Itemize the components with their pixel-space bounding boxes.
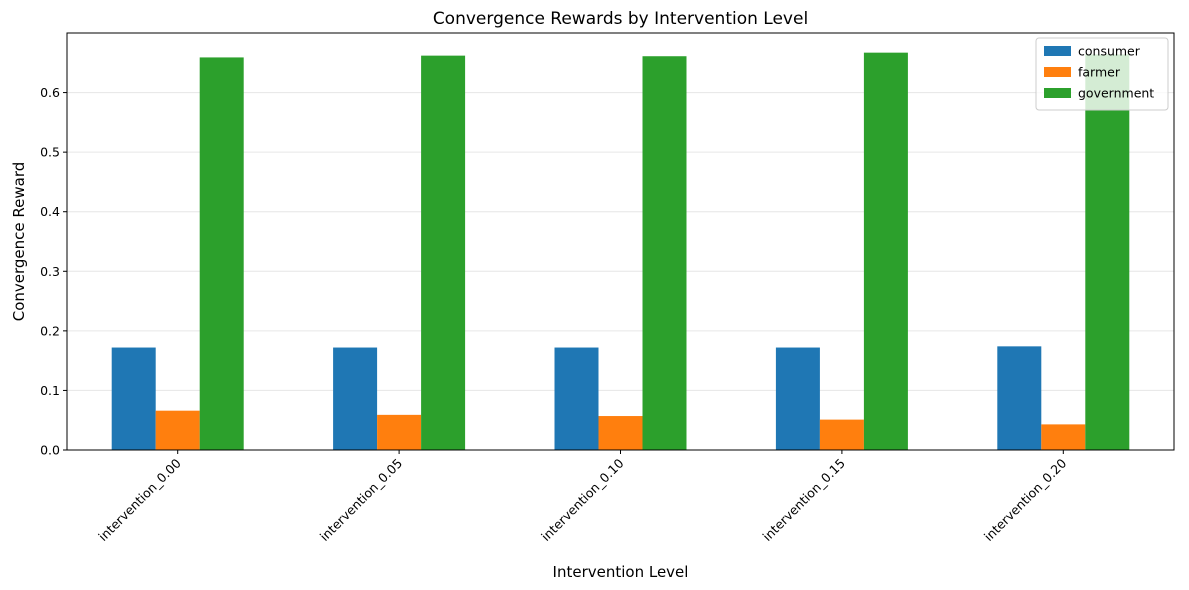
y-tick-label: 0.6 xyxy=(40,85,60,100)
y-tick-label: 0.5 xyxy=(40,145,60,160)
bar-government-intervention_0.20 xyxy=(1085,54,1130,451)
bars xyxy=(111,52,1130,451)
bar-consumer-intervention_0.10 xyxy=(554,347,599,450)
y-axis-label: Convergence Reward xyxy=(10,162,28,322)
bar-government-intervention_0.15 xyxy=(863,52,908,451)
legend-swatch-farmer xyxy=(1044,67,1071,77)
legend-swatch-consumer xyxy=(1044,46,1071,56)
bar-government-intervention_0.10 xyxy=(642,56,687,451)
y-axis-ticks: 0.0 0.1 0.2 0.3 0.4 0.5 0.6 xyxy=(40,85,67,458)
bar-farmer-intervention_0.05 xyxy=(377,414,422,450)
legend-label-government: government xyxy=(1078,86,1154,101)
grid-lines xyxy=(67,92,1174,451)
bar-farmer-intervention_0.00 xyxy=(155,410,200,450)
bar-consumer-intervention_0.00 xyxy=(111,347,156,450)
bar-consumer-intervention_0.05 xyxy=(333,347,378,450)
y-tick-label: 0.2 xyxy=(40,323,60,338)
chart-title: Convergence Rewards by Intervention Leve… xyxy=(433,9,808,29)
bar-farmer-intervention_0.15 xyxy=(819,419,864,450)
bar-farmer-intervention_0.10 xyxy=(598,416,643,450)
bar-farmer-intervention_0.20 xyxy=(1041,424,1086,450)
y-tick-label: 0.4 xyxy=(40,204,60,219)
y-tick-label: 0.1 xyxy=(40,383,60,398)
legend: consumer farmer government xyxy=(1035,37,1169,111)
y-tick-label: 0.3 xyxy=(40,264,60,279)
x-axis-label: Intervention Level xyxy=(553,563,689,581)
y-tick-label: 0.0 xyxy=(40,443,60,458)
legend-swatch-government xyxy=(1044,88,1071,98)
bar-consumer-intervention_0.20 xyxy=(997,346,1042,450)
legend-label-farmer: farmer xyxy=(1078,65,1121,80)
bar-consumer-intervention_0.15 xyxy=(775,347,820,450)
bar-government-intervention_0.05 xyxy=(421,55,466,450)
bar-government-intervention_0.00 xyxy=(199,57,244,450)
legend-label-consumer: consumer xyxy=(1078,44,1141,59)
